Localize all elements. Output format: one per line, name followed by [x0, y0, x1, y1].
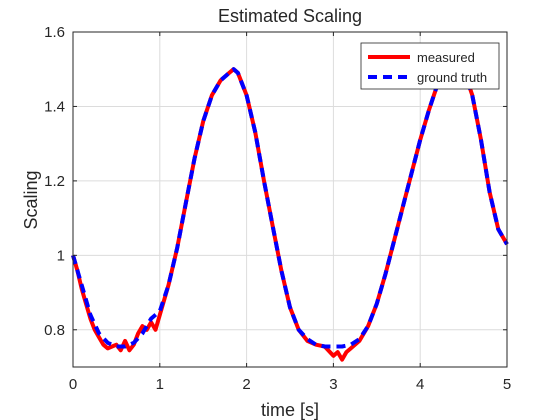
- y-axis-label: Scaling: [21, 170, 41, 229]
- y-tick-label: 1.4: [44, 98, 65, 115]
- chart-title: Estimated Scaling: [218, 6, 362, 26]
- legend-label-ground-truth: ground truth: [417, 70, 487, 85]
- x-tick-label: 1: [156, 376, 164, 393]
- x-tick-label: 3: [329, 376, 337, 393]
- x-tick-labels: 0 1 2 3 4 5: [69, 376, 511, 393]
- series-line-ground-truth: [71, 59, 509, 349]
- y-tick-labels: 0.8 1 1.2 1.4 1.6: [44, 24, 65, 339]
- legend-box: [360, 42, 500, 90]
- y-tick-label: 1.6: [44, 24, 65, 41]
- y-tick-label: 1.2: [44, 173, 65, 190]
- x-axis-label: time [s]: [261, 400, 319, 420]
- x-tick-label: 4: [416, 376, 424, 393]
- legend: measured ground truth: [360, 42, 500, 90]
- x-tick-label: 2: [242, 376, 250, 393]
- ticks: [72, 31, 508, 367]
- y-tick-label: 1: [57, 247, 65, 264]
- series-group: [71, 59, 509, 362]
- x-tick-label: 0: [69, 376, 77, 393]
- axes-frame: [72, 31, 508, 368]
- legend-label-measured: measured: [417, 50, 475, 65]
- x-tick-label: 5: [503, 376, 511, 393]
- y-tick-label: 0.8: [44, 322, 65, 339]
